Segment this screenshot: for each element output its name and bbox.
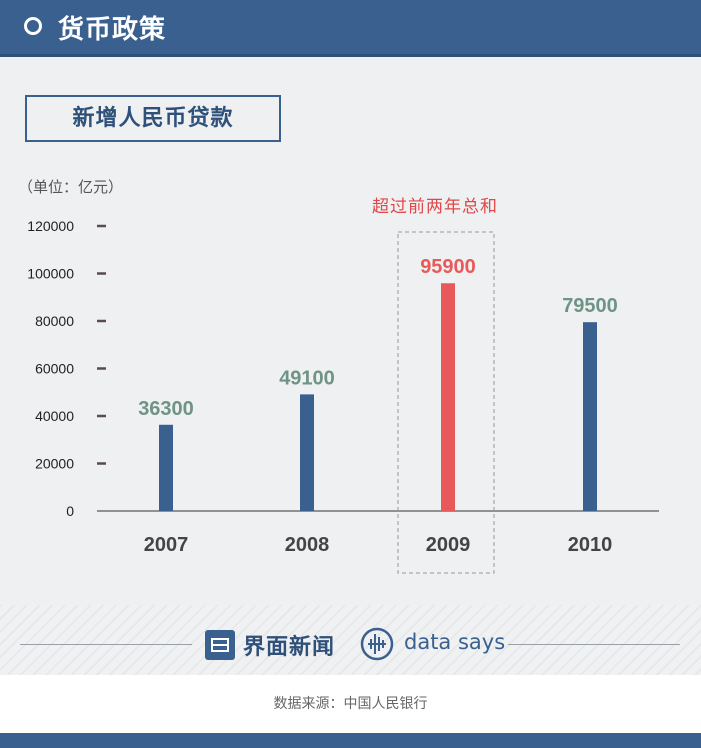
footer-band <box>0 605 701 675</box>
data-source: 数据来源：中国人民银行 <box>273 696 428 712</box>
bar-2007 <box>159 424 173 511</box>
datasays-logo-icon <box>360 627 394 661</box>
bar-2010 <box>583 322 597 511</box>
jiemian-logo-text: 界面新闻 <box>243 635 336 660</box>
section-title: 货币政策 <box>58 15 167 45</box>
highlight-annotation: 超过前两年总和 <box>372 197 498 217</box>
y-tick-label: 0 <box>66 503 74 519</box>
y-tick-label: 20000 <box>35 456 74 472</box>
bottom-bar <box>0 733 701 748</box>
bar-2009 <box>441 283 455 511</box>
y-tick-label: 60000 <box>35 361 74 377</box>
y-tick-label: 100000 <box>27 266 74 282</box>
bar-2008 <box>300 394 314 511</box>
y-tick-label: 120000 <box>27 218 74 234</box>
value-label-2009: 95900 <box>420 256 476 278</box>
datasays-logo-text: data says <box>404 630 506 654</box>
x-tick-label-2009: 2009 <box>426 534 471 556</box>
chart-title: 新增人民币贷款 <box>25 95 281 142</box>
ring-icon <box>24 17 42 35</box>
unit-label: （单位：亿元） <box>18 178 124 196</box>
y-tick-label: 40000 <box>35 408 74 424</box>
value-label-2008: 49100 <box>279 367 335 389</box>
footer-divider-right <box>508 644 680 645</box>
x-tick-label-2008: 2008 <box>285 534 330 556</box>
footer-divider-left <box>20 644 192 645</box>
jiemian-logo-icon <box>205 630 235 660</box>
section-header: 货币政策 <box>0 0 701 57</box>
x-tick-label-2010: 2010 <box>568 534 613 556</box>
value-label-2010: 79500 <box>562 295 618 317</box>
value-label-2007: 36300 <box>138 398 194 420</box>
x-tick-label-2007: 2007 <box>144 534 189 556</box>
highlight-box <box>397 231 495 574</box>
bar-chart: 0 20000 40000 60000 80000 100000 120000 36300 20… <box>27 218 659 574</box>
y-tick-label: 80000 <box>35 313 74 329</box>
